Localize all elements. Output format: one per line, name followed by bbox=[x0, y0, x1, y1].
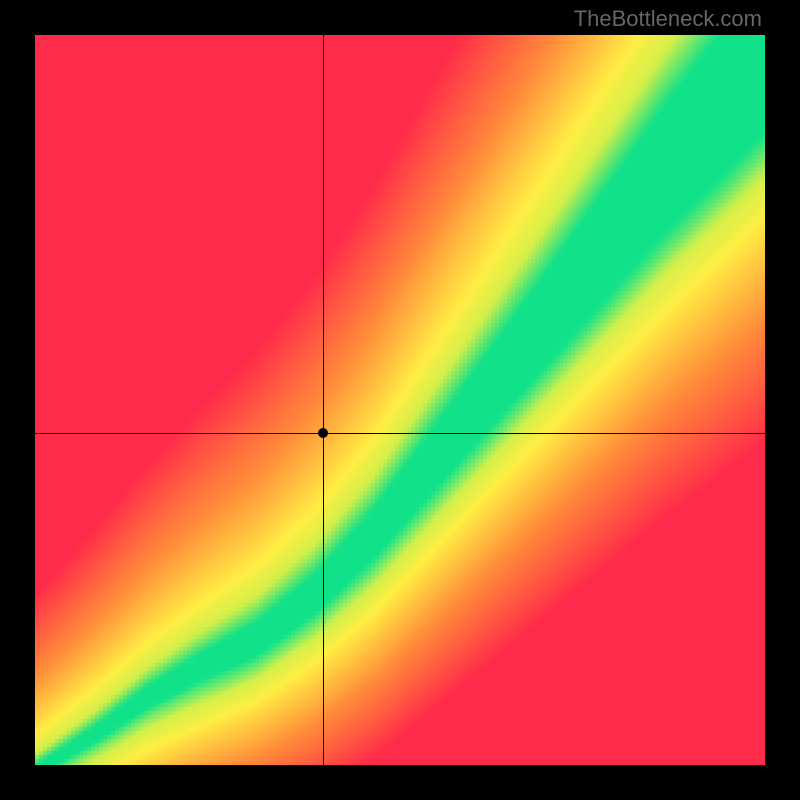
marker-dot bbox=[318, 428, 328, 438]
crosshair-vertical bbox=[323, 35, 324, 765]
crosshair-horizontal bbox=[35, 433, 765, 434]
watermark-text: TheBottleneck.com bbox=[574, 6, 762, 32]
heatmap-chart bbox=[35, 35, 765, 765]
heatmap-canvas bbox=[35, 35, 765, 765]
